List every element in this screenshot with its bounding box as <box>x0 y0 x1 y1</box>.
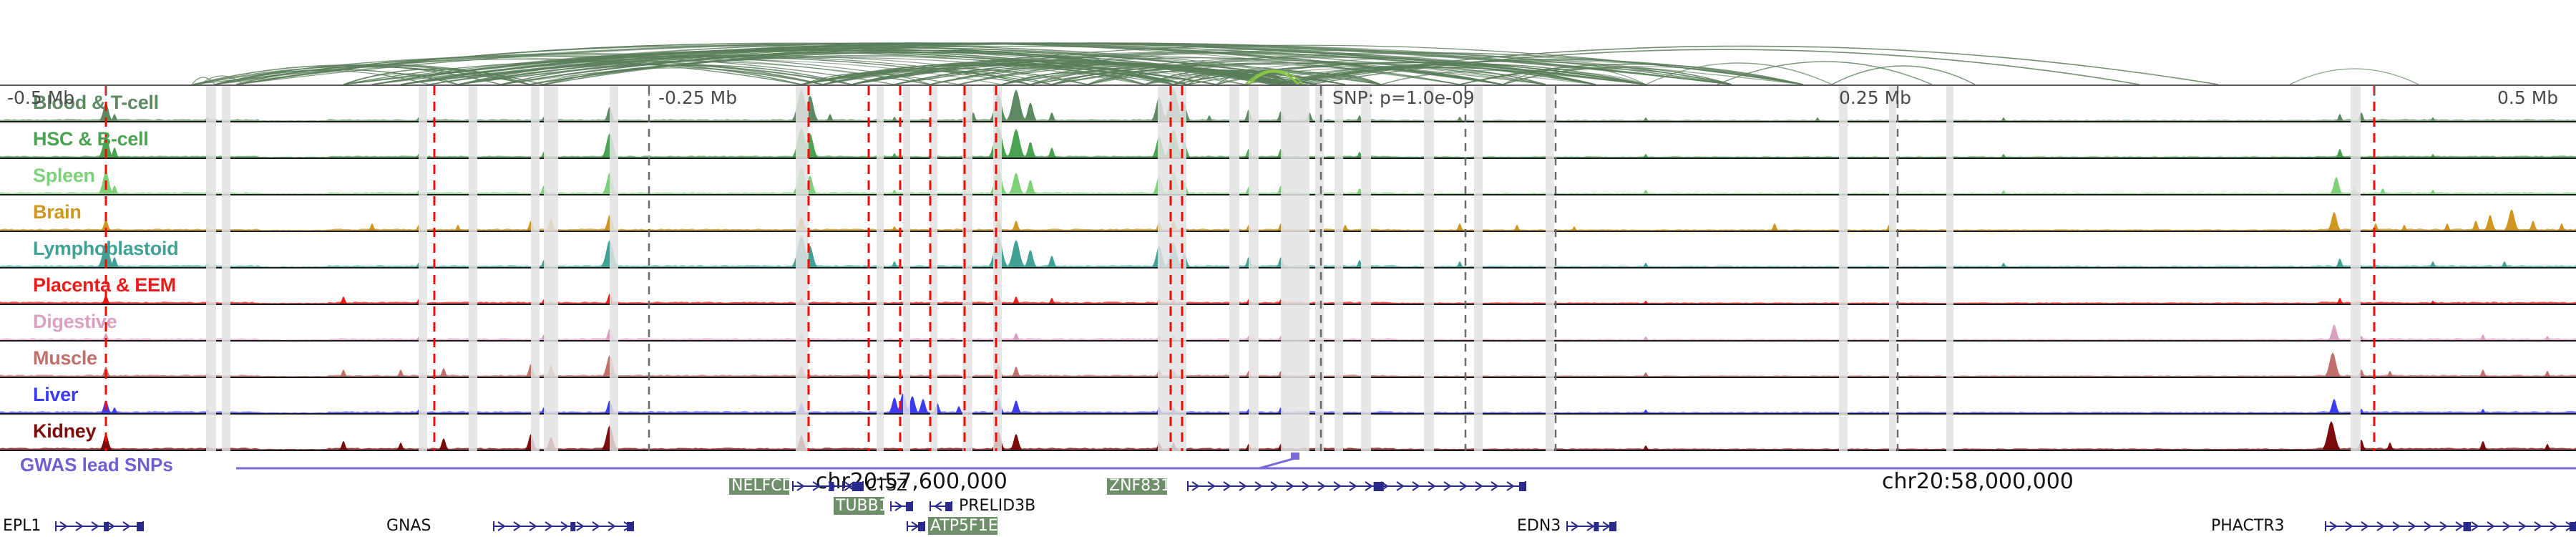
gwas-lead-snps-track[interactable]: GWAS lead SNPs <box>0 453 2576 481</box>
track-brain[interactable]: Brain <box>0 195 2576 232</box>
track-label-muscle: Muscle <box>33 347 97 369</box>
axis-tick-right: 0.5 Mb <box>2497 87 2559 108</box>
axis-tick-mid-left: -0.25 Mb <box>658 87 738 108</box>
signal-plot-hsc-b-cell <box>0 122 2576 158</box>
gene-name-ctsz: CTSZ <box>866 478 907 495</box>
track-label-liver: Liver <box>33 384 79 405</box>
axis-line <box>0 84 2576 86</box>
axis-tick-mid-right: 0.25 Mb <box>1839 87 1912 108</box>
gene-name-atp5f1e: ATP5F1E <box>930 517 998 535</box>
gene-svg: EPL1 GNAS NELFCD CTSZ TUBB1 PRELID3B ATP5F1E ZN… <box>3 478 2576 535</box>
signal-tracks: Blood & T-cell HSC & B-cell Spleen Brain Lym… <box>0 86 2576 451</box>
gene-model-track[interactable]: EPL1 GNAS NELFCD CTSZ TUBB1 PRELID3B ATP5F1E ZN… <box>0 478 2576 537</box>
track-label-spleen: Spleen <box>33 165 95 186</box>
gene-label-box <box>834 497 884 515</box>
track-spleen[interactable]: Spleen <box>0 159 2576 195</box>
axis-tick-left: -0.5 Mb <box>7 87 75 108</box>
track-label-kidney: Kidney <box>33 420 97 442</box>
track-label-blood-t-cell: Blood & T-cell <box>33 92 159 113</box>
chromatin-interaction-arcs[interactable] <box>0 0 2576 84</box>
track-muscle[interactable]: Muscle <box>0 342 2576 378</box>
track-label-hsc-b-cell: HSC & B-cell <box>33 128 149 150</box>
signal-plot-digestive <box>0 305 2576 340</box>
track-label-digestive: Digestive <box>33 311 117 332</box>
gene-name-edn3: EDN3 <box>1517 517 1561 535</box>
track-label-placenta-eem: Placenta & EEM <box>33 274 176 296</box>
signal-plot-placenta-eem <box>0 268 2576 304</box>
gene-name-phactr3: PHACTR3 <box>2211 517 2285 535</box>
track-kidney[interactable]: Kidney <box>0 415 2576 451</box>
gwas-svg <box>236 453 2576 470</box>
track-label-lymphoblastoid: Lymphoblastoid <box>33 238 179 259</box>
coordinate-label-right: chr20:58,000,000 <box>1882 469 2074 494</box>
signal-plot-spleen <box>0 159 2576 194</box>
gene-label-box <box>1107 478 1167 495</box>
signal-plot-brain <box>0 195 2576 231</box>
track-blood-t-cell[interactable]: Blood & T-cell <box>0 86 2576 122</box>
gene-name-prelid3b: PRELID3B <box>959 497 1035 515</box>
signal-plot-lymphoblastoid <box>0 232 2576 267</box>
signal-plot-kidney <box>0 415 2576 450</box>
gene-name-epl1: EPL1 <box>3 517 41 535</box>
track-label-brain: Brain <box>33 201 82 223</box>
signal-plot-liver <box>0 378 2576 413</box>
coordinate-label-left: chr20:57,600,000 <box>816 469 1008 494</box>
track-digestive[interactable]: Digestive <box>0 305 2576 342</box>
gene-name-znf831: ZNF831 <box>1109 478 1171 495</box>
track-placenta-eem[interactable]: Placenta & EEM <box>0 268 2576 305</box>
genomic-axis-ruler <box>0 84 2576 87</box>
snp-pvalue-annotation: SNP: p=1.0e-09 <box>1332 87 1475 108</box>
gene-name-nelfcd: NELFCD <box>731 478 794 495</box>
track-liver[interactable]: Liver <box>0 378 2576 415</box>
gene-label-box <box>928 517 997 535</box>
gwas-track-label: GWAS lead SNPs <box>20 454 173 475</box>
arc-svg <box>191 42 2419 84</box>
gene-name-gnas: GNAS <box>386 517 431 535</box>
gene-name-tubb1: TUBB1 <box>835 497 889 515</box>
gene-label-box <box>729 478 789 495</box>
signal-plot-muscle <box>0 342 2576 377</box>
signal-plot-blood-t-cell <box>0 86 2576 121</box>
track-lymphoblastoid[interactable]: Lymphoblastoid <box>0 232 2576 268</box>
track-hsc-b-cell[interactable]: HSC & B-cell <box>0 122 2576 159</box>
